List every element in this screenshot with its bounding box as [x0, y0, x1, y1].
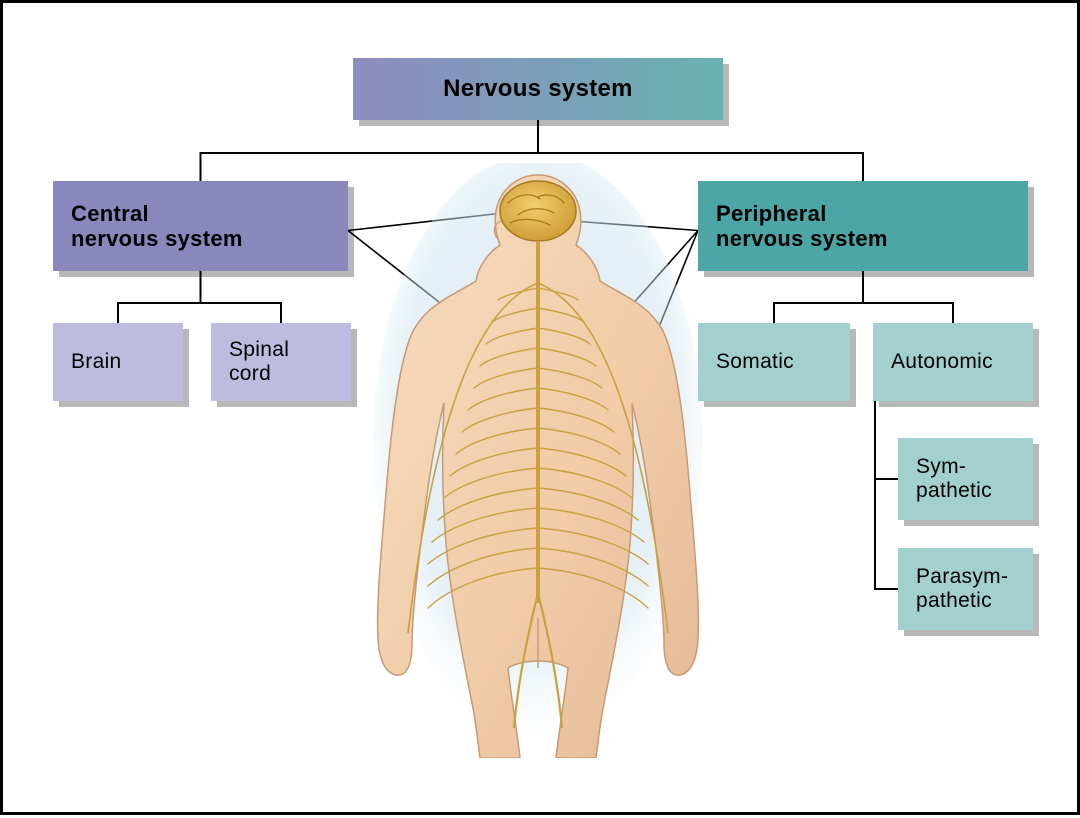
human-nervous-system-illustration	[368, 163, 708, 758]
node-spinal-label: Spinal cord	[229, 333, 333, 391]
node-parasympathetic: Parasym- pathetic	[898, 548, 1033, 630]
node-somatic-label: Somatic	[716, 333, 832, 391]
node-brain: Brain	[53, 323, 183, 401]
brain-icon	[500, 181, 576, 241]
node-cns-label: Central nervous system	[71, 191, 330, 261]
node-spinal: Spinal cord	[211, 323, 351, 401]
node-autonomic-label: Autonomic	[891, 333, 1015, 391]
node-sympathetic-label: Sym- pathetic	[916, 448, 1015, 510]
node-parasympathetic-label: Parasym- pathetic	[916, 558, 1015, 620]
node-root-label: Nervous system	[371, 68, 705, 110]
node-brain-label: Brain	[71, 333, 165, 391]
node-pns-label: Peripheral nervous system	[716, 191, 1010, 261]
node-sympathetic: Sym- pathetic	[898, 438, 1033, 520]
node-autonomic: Autonomic	[873, 323, 1033, 401]
node-cns: Central nervous system	[53, 181, 348, 271]
node-root: Nervous system	[353, 58, 723, 120]
node-somatic: Somatic	[698, 323, 850, 401]
node-pns: Peripheral nervous system	[698, 181, 1028, 271]
